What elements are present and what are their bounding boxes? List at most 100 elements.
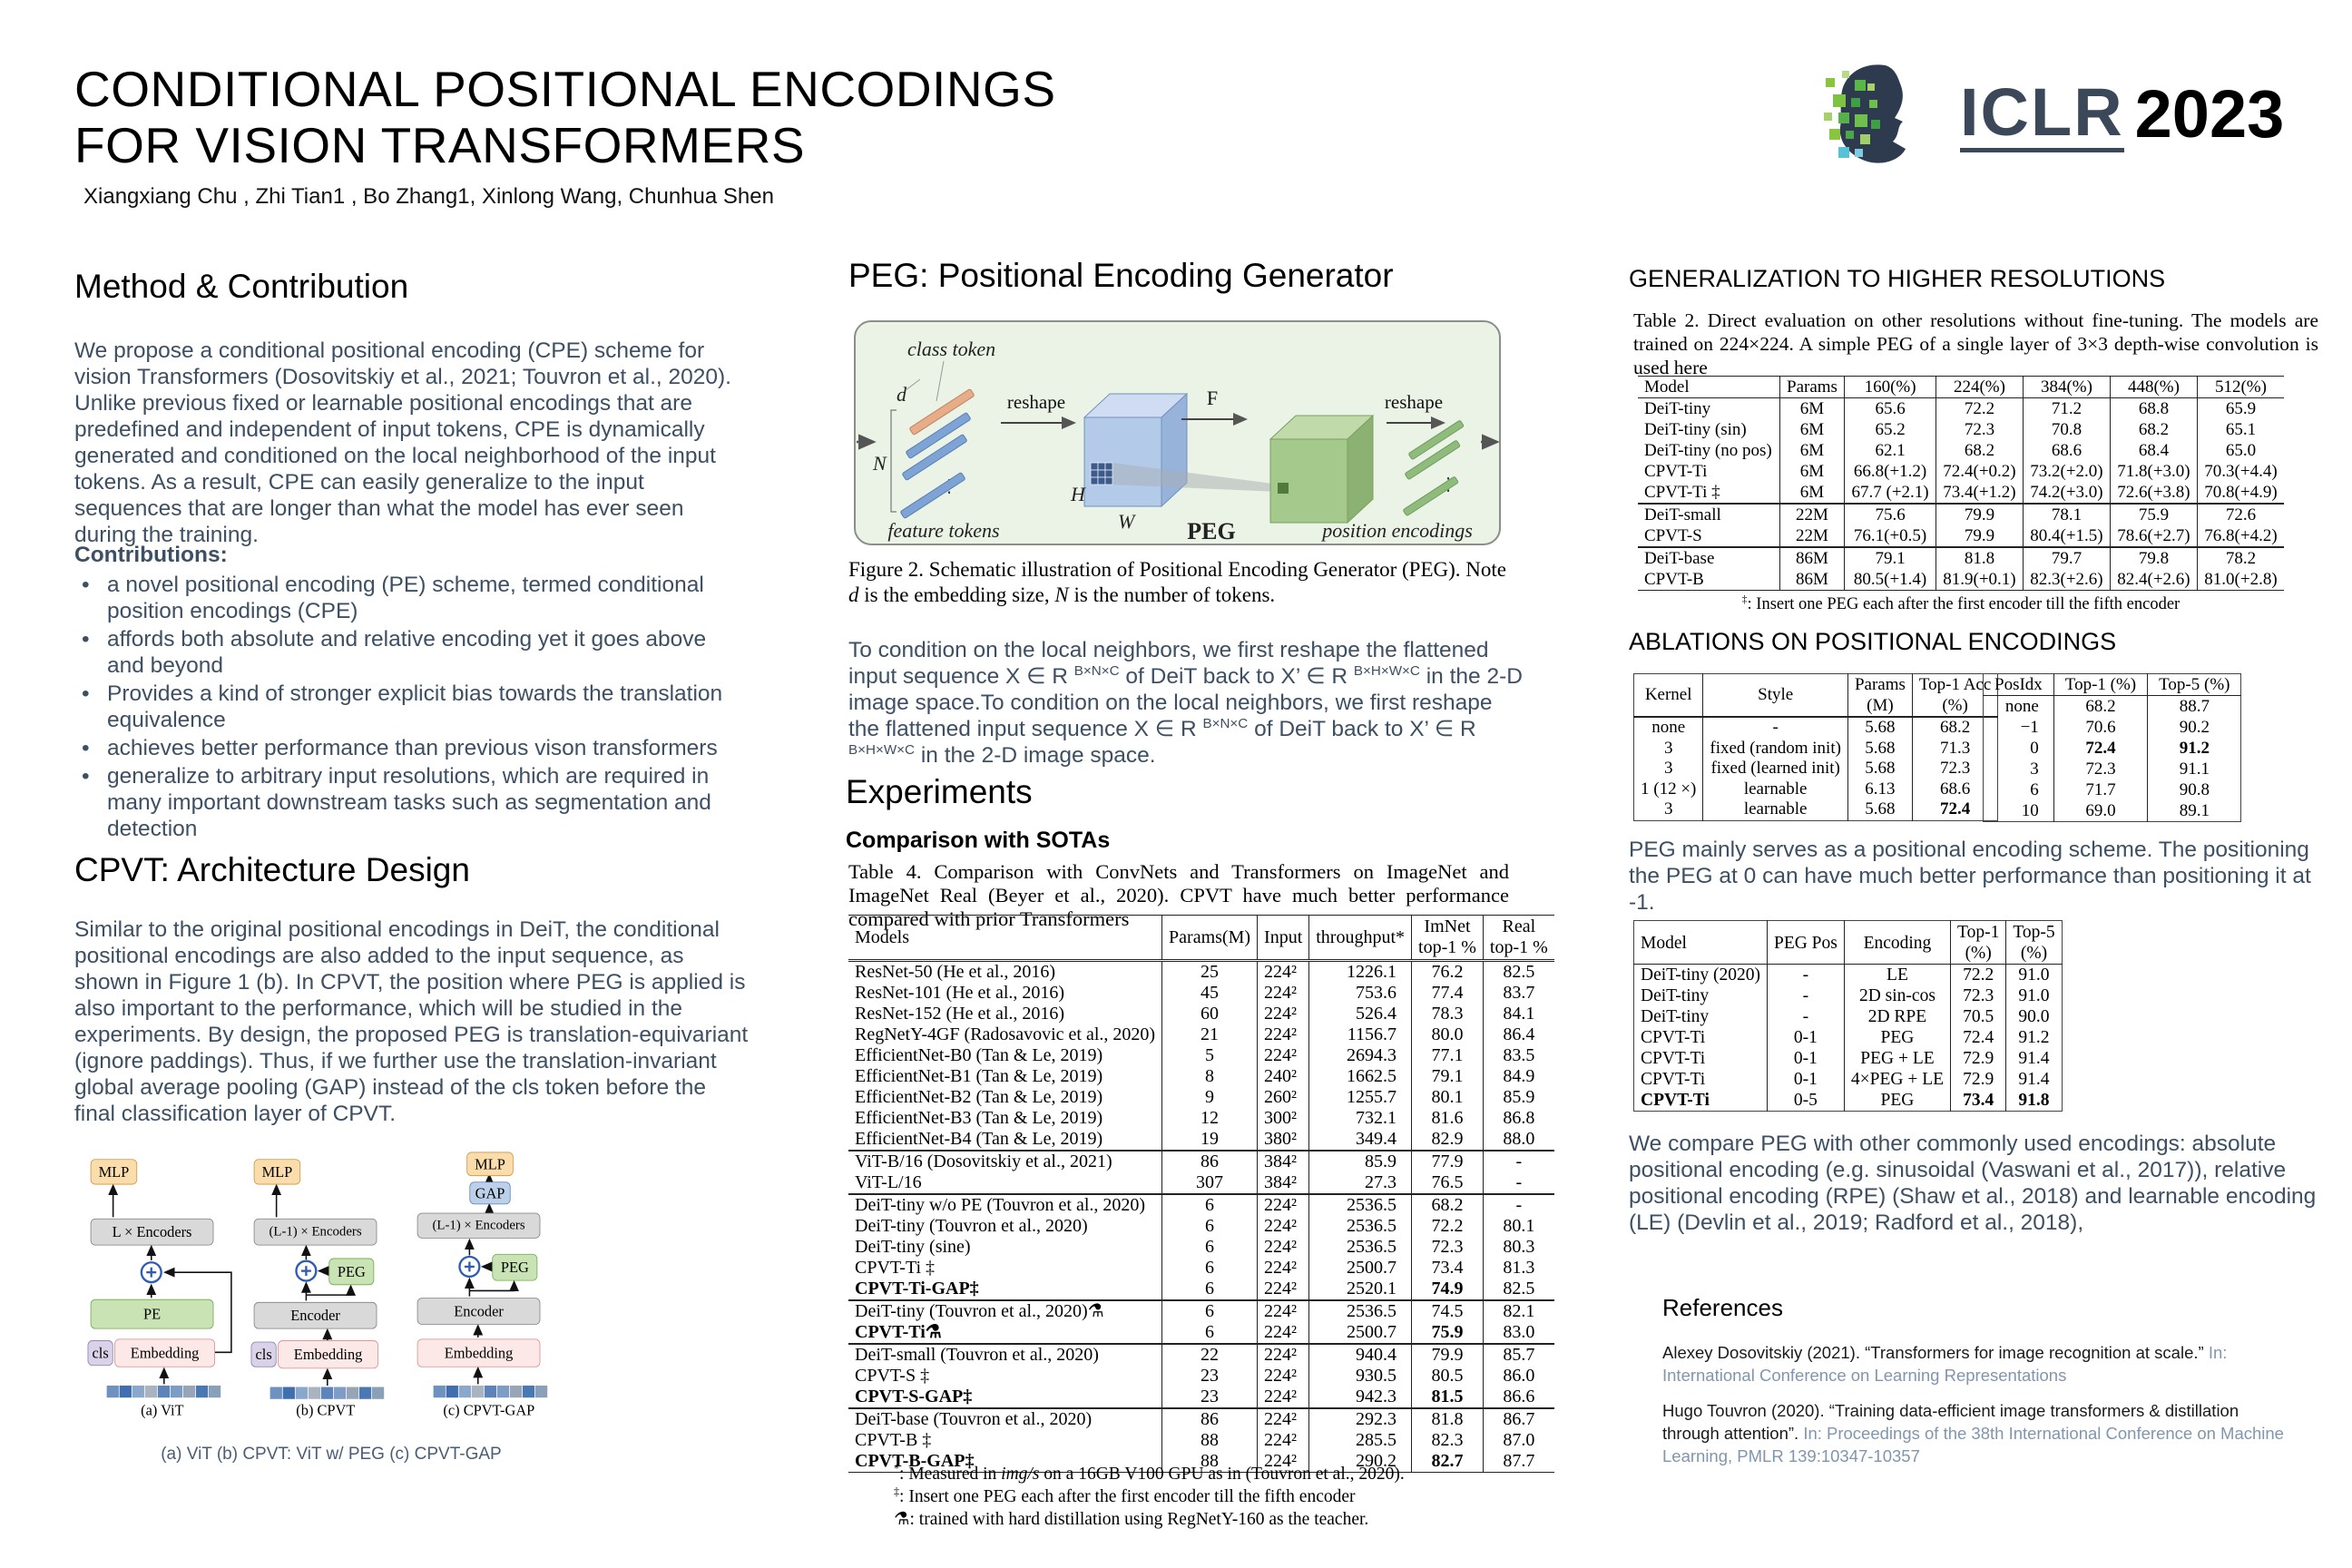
iclr-head-logo-icon [1824,64,1906,163]
sotas-heading: Comparison with SOTAs [846,828,1111,853]
table-row: ViT-L/16 307 384² 27.3 76.5- [848,1172,1554,1194]
d-label: d [897,383,907,406]
image-patch [333,1387,347,1399]
contributions-list: a novel positional encoding (PE) scheme,… [74,572,746,844]
column-header: Model [1638,376,1780,398]
figure2-caption: Figure 2. Schematic illustration of Posi… [848,558,1506,606]
table-cell: 73.4 [1950,1090,2006,1112]
table-cell: 81.8 [1935,546,2024,569]
table-cell: 86.7 [1482,1407,1554,1430]
table-cell: EfficientNet-B3 (Tan & Le, 2019) [855,1108,1103,1128]
image-patches [270,1387,385,1399]
table-cell: 86.6 [1482,1387,1554,1408]
w-label: W [1118,510,1136,533]
table-row: DeiT-base 86M 79.1 81.8 79.7 79.8 78.2 [1638,546,2284,569]
table-cell: 80.1 [1411,1087,1484,1108]
table-cell: CPVT-Ti [1641,1070,1706,1089]
mlp-box: MLP [90,1159,138,1185]
table-cell: CPVT-B ‡ [855,1430,932,1450]
table-row: CPVT-Ti ‡ 6 224² 2500.7 73.4 81.3 [848,1258,1554,1279]
table-cell: 91.8 [2005,1090,2063,1112]
table-cell: 83.5 [1482,1045,1554,1066]
footnote-ddagger: ‡: Insert one PEG each after the first e… [894,1485,1356,1506]
table-cell: 65.1 [2196,419,2284,440]
table-cell: EfficientNet-B2 (Tan & Le, 2019) [855,1087,1103,1107]
conv-kernel-grid [1090,462,1113,485]
column-header: 160(%) [1844,376,1936,398]
reshape-label-1: reshape [1007,391,1065,413]
table-cell: 81.6 [1411,1108,1484,1129]
table-cell: CPVT-Ti [1644,462,1708,481]
image-patch [208,1385,221,1398]
table-cell: 60 [1161,1004,1258,1024]
image-patch [346,1387,359,1399]
table-cell: EfficientNet-B0 (Tan & Le, 2019) [855,1045,1103,1065]
table-cell: EfficientNet-B4 (Tan & Le, 2019) [855,1129,1103,1149]
posidx-ablation-table: PosIdx Top-1 (%) Top-5 (%) none 68.2 88.7 −1 70… [1983,673,2242,822]
table-cell: 69.0 [2053,800,2148,822]
table-row: EfficientNet-B1 (Tan & Le, 2019) 8 240² 166… [848,1066,1554,1087]
table-cell: 240² [1257,1066,1309,1087]
table-cell: 0-1 [1766,1027,1845,1048]
table-cell: 224² [1257,1258,1309,1279]
pe-box: PE [90,1298,214,1329]
table-cell: 23 [1161,1366,1258,1387]
table-cell: 76.8(+4.2) [2196,525,2284,547]
table-cell: 75.6 [1844,503,1936,525]
column-header: Input [1257,915,1309,962]
table-cell: ResNet-101 (He et al., 2016) [855,983,1065,1003]
table-cell: 73.4 [1411,1258,1484,1279]
panel-b-arrows [271,1183,356,1386]
table-cell: DeiT-base [1638,546,1780,569]
table-cell: 72.2 [1411,1216,1484,1237]
table-cell: 71.3 [1911,738,1998,759]
peg-box: PEG [492,1253,538,1281]
table-cell: 22M [1779,525,1845,547]
table-cell: 70.5 [1950,1006,2006,1027]
table-cell: 224² [1257,1407,1309,1430]
table-cell: 72.4(+0.2) [1935,461,2024,482]
table-cell: 0 [2030,739,2039,758]
table-cell: 6 [1161,1237,1258,1258]
table-cell: 91.4 [2005,1048,2063,1069]
table-cell: 79.9 [1411,1343,1484,1366]
table-cell: 70.8(+4.9) [2196,482,2284,504]
table-cell: LE [1843,964,1951,985]
table-cell: 307 [1161,1172,1258,1194]
table-cell: DeiT-small [1638,503,1780,525]
panel-c-arrows [458,1172,519,1385]
table-cell: 0-5 [1766,1090,1845,1112]
h-label: H [1070,483,1086,505]
image-patch [295,1387,308,1399]
figure1-panel-cpvt-gap: MLP GAP (L-1) × Encoders PEG Encoder Emb… [413,1151,565,1419]
table-row: CPVT-Ti ‡ 6M 67.7 (+2.1) 73.4(+1.2) 74.2(+3.… [1638,482,2284,504]
table-cell: 79.1 [1844,546,1936,569]
table-cell: 3 [1663,738,1673,758]
table-cell: 85.9 [1308,1150,1412,1172]
table-cell: CPVT-Ti ‡ [1644,483,1720,502]
n-label: N [872,452,887,475]
figure1-caption: (a) ViT (b) CPVT: ViT w/ PEG (c) CPVT-GA… [161,1445,502,1464]
column-header: Models [848,915,1162,962]
image-patch [358,1387,372,1399]
table-cell: 65.2 [1844,419,1936,440]
table-cell: 86 [1161,1150,1258,1172]
encoding-comparison-table: Model PEG Pos Encoding Top-1 (%) Top-5 (%) DeiT… [1633,920,2063,1112]
table-cell: 22 [1161,1343,1258,1366]
encoder-box: Encoder [253,1301,377,1329]
table-row: EfficientNet-B0 (Tan & Le, 2019) 5 224² 269… [848,1045,1554,1066]
table-cell: 91.0 [2005,964,2063,985]
table-cell: 2520.1 [1308,1279,1412,1300]
table-cell: 2500.7 [1308,1322,1412,1344]
table-cell: 290.2 [1308,1451,1412,1473]
method-heading: Method & Contribution [74,268,409,305]
image-patch [308,1387,320,1399]
table-cell: 79.8 [2109,546,2198,569]
table-cell: 5.68 [1847,759,1913,779]
table-cell: CPVT-S ‡ [855,1366,930,1386]
table-cell: 86.4 [1482,1024,1554,1045]
table-cell: 68.4 [2109,440,2198,461]
image-patch [144,1385,157,1398]
table-cell: 84.1 [1482,1004,1554,1024]
table-cell: −1 [2020,718,2039,737]
